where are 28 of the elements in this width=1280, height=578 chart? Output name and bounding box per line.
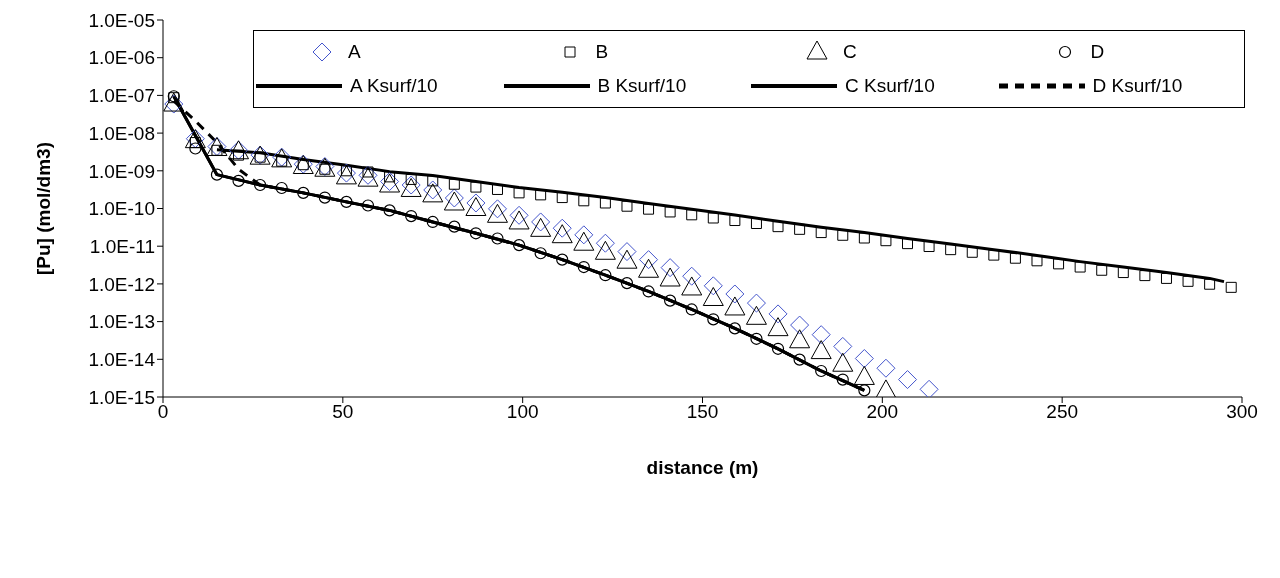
x-tick-label: 150 [686, 401, 719, 423]
x-tick-label: 100 [506, 401, 539, 423]
y-tick-label: 1.0E-15 [88, 386, 155, 408]
legend-label: C [843, 41, 857, 63]
y-tick-label: 1.0E-07 [88, 85, 155, 107]
y-tick-label: 1.0E-12 [88, 273, 155, 295]
y-axis-title: [Pu] (mol/dm3) [32, 142, 54, 275]
y-tick-label: 1.0E-14 [88, 349, 156, 371]
y-tick-label: 1.0E-06 [88, 47, 155, 69]
legend-label: A [348, 41, 361, 63]
legend-label: C Ksurf/10 [845, 75, 935, 97]
legend-label: A Ksurf/10 [350, 75, 438, 97]
x-tick-label: 50 [332, 401, 354, 423]
y-tick-label: 1.0E-05 [88, 9, 155, 31]
x-tick-label: 300 [1226, 401, 1258, 423]
y-tick-label: 1.0E-08 [88, 122, 155, 144]
x-axis-title: distance (m) [646, 457, 759, 478]
y-tick-label: 1.0E-10 [88, 198, 155, 220]
legend-label: D Ksurf/10 [1092, 75, 1183, 97]
x-tick-label: 200 [866, 401, 899, 423]
y-tick-label: 1.0E-11 [89, 235, 155, 257]
y-tick-label: 1.0E-09 [88, 160, 155, 182]
legend-label: D [1090, 41, 1105, 63]
x-tick-label: 0 [157, 401, 169, 423]
legend-label: B [595, 41, 609, 63]
y-tick-label: 1.0E-13 [88, 311, 155, 333]
x-tick-label: 250 [1046, 401, 1079, 423]
legend-label: B Ksurf/10 [597, 75, 687, 97]
